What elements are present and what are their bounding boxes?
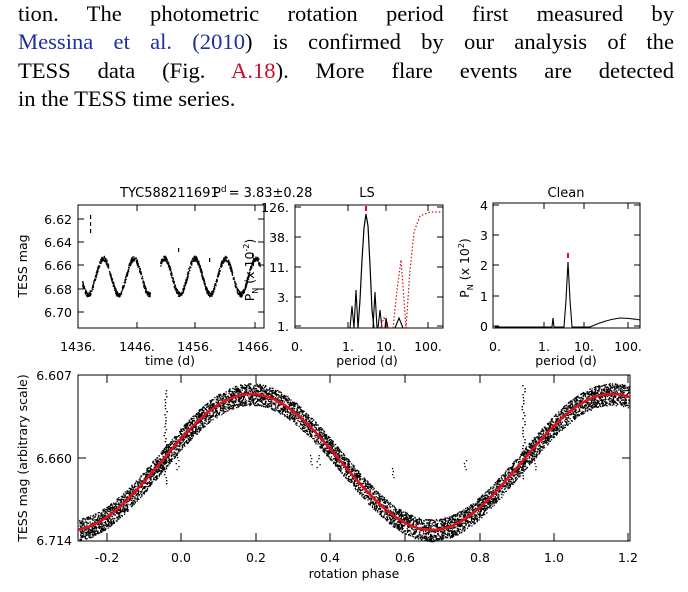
ls-side-peaks xyxy=(349,289,404,329)
lightcurve-frame xyxy=(77,204,265,329)
ls-xtick-0: 0. xyxy=(291,339,303,354)
cl-ytick-2: 2 xyxy=(480,258,488,273)
lightcurve-ticks xyxy=(77,205,264,328)
lc-xtick-1466: 1466. xyxy=(237,339,273,354)
citation-year: 2010 xyxy=(199,29,245,55)
ph-xtick-6: 1.0 xyxy=(544,550,564,565)
ls-ticks xyxy=(295,205,443,328)
ls-ytick-2: 11. xyxy=(269,260,289,275)
cl-xtick-0: 0. xyxy=(489,339,501,354)
ph-xtick-4: 0.6 xyxy=(395,550,415,565)
body-paragraph: tion. The photometric rotation period fi… xyxy=(18,0,674,114)
lc-ytick-4: 6.70 xyxy=(44,305,72,320)
phase-xlabel: rotation phase xyxy=(309,566,400,581)
ls-title: LS xyxy=(359,186,375,201)
lc-xlabel: time (d) xyxy=(145,353,195,368)
citation-messina[interactable]: Messina et al. (2010 xyxy=(18,29,245,54)
ls-ytick-0: 126. xyxy=(261,200,289,215)
paragraph-line-2-rest: is confirmed by our analysis of the xyxy=(252,29,674,55)
paragraph-line-2: Messina et al. (2010) is confirmed by ou… xyxy=(18,28,674,56)
paragraph-line-3-post: ). More flare events are detected xyxy=(275,57,675,83)
phase-model-curve xyxy=(77,392,631,532)
cl-ytick-3: 3 xyxy=(480,228,488,243)
lc-ytick-0: 6.62 xyxy=(44,212,72,227)
ph-xtick-7: 1.2 xyxy=(618,550,638,565)
ls-ytick-3: 3. xyxy=(277,290,289,305)
ls-xtick-3: 100. xyxy=(414,339,442,354)
clean-frame xyxy=(492,202,641,329)
paragraph-line-4: in the TESS time series. xyxy=(18,86,236,112)
ls-data xyxy=(349,206,442,329)
phase-ylabel: TESS mag (arbitrary scale) xyxy=(15,374,30,543)
clean-xlabel: period (d) xyxy=(535,353,596,368)
clean-ylabel: PN(x 102) xyxy=(457,238,475,298)
cl-xtick-3: 100. xyxy=(614,339,642,354)
lightcurve-points xyxy=(82,255,261,298)
ph-ytick-1: 6.660 xyxy=(36,451,72,466)
cl-ytick-4: 4 xyxy=(480,198,488,213)
clean-curve xyxy=(495,261,641,328)
lc-ytick-3: 6.68 xyxy=(44,282,72,297)
cl-xtick-1: 1. xyxy=(538,339,550,354)
paragraph-line-3: TESS data (Fig. A.18). More flare events… xyxy=(18,57,674,85)
clean-data xyxy=(495,253,641,328)
ph-xtick-5: 0.8 xyxy=(470,550,490,565)
panel-phase: 6.607 6.660 6.714 -0.2 0.0 0.2 0.4 0.6 0… xyxy=(15,368,638,581)
panel-ls: LS 126. 38. 11. 3. 1. 0. 1. 10. 100. per… xyxy=(242,186,444,368)
cl-xtick-2: 10. xyxy=(574,339,594,354)
ph-ytick-2: 6.714 xyxy=(36,533,72,548)
ph-xtick-1: 0.0 xyxy=(171,550,191,565)
lc-xtick-1446: 1446. xyxy=(119,339,155,354)
lc-xtick-1456: 1456. xyxy=(177,339,213,354)
ph-xtick-0: -0.2 xyxy=(95,550,119,565)
lightcurve-data xyxy=(82,215,261,298)
ls-ylabel: PN(x 10-2) xyxy=(242,239,260,302)
ph-ytick-0: 6.607 xyxy=(36,368,72,383)
figure-period-label: Pd = 3.83±0.28 xyxy=(213,185,312,201)
lc-ytick-2: 6.66 xyxy=(44,258,72,273)
ls-main-peak xyxy=(357,213,375,329)
cl-ytick-1: 1 xyxy=(480,289,488,304)
ls-xtick-2: 10. xyxy=(376,339,396,354)
citation-close: ) xyxy=(244,29,253,55)
citation-authors: Messina et al. ( xyxy=(18,29,200,55)
cl-ytick-0: 0 xyxy=(480,319,488,334)
paragraph-line-1: tion. The photometric rotation period fi… xyxy=(18,1,674,26)
lightcurve-flare xyxy=(209,258,211,262)
ls-ytick-1: 38. xyxy=(269,230,289,245)
ls-xtick-1: 1. xyxy=(342,339,354,354)
lightcurve-flare xyxy=(252,253,254,257)
ls-window-function xyxy=(379,211,442,329)
lightcurve-flare xyxy=(90,215,92,219)
lc-xtick-1436: 1436. xyxy=(60,339,96,354)
ls-frame xyxy=(294,204,444,329)
lc-ylabel: TESS mag xyxy=(15,234,30,298)
figure-star-id: TYC588211691 xyxy=(119,186,219,201)
panel-lightcurve: 1436. 1446. 1456. 1466. time (d) 6.62 6.… xyxy=(15,204,273,368)
lc-ytick-1: 6.64 xyxy=(44,235,72,250)
figure-reference-link[interactable]: A.18 xyxy=(231,57,276,83)
clean-title: Clean xyxy=(548,186,585,201)
ph-xtick-3: 0.4 xyxy=(320,550,340,565)
lightcurve-flare xyxy=(90,229,92,233)
lightcurve-flare xyxy=(90,222,92,226)
ls-xlabel: period (d) xyxy=(336,353,397,368)
phase-frame xyxy=(77,374,631,542)
ls-ytick-4: 1. xyxy=(277,319,289,334)
ph-xtick-2: 0.2 xyxy=(246,550,266,565)
lightcurve-flare xyxy=(178,248,180,252)
panel-clean: Clean 4 3 2 1 0 0. 1. 10. 100. period (d… xyxy=(457,186,642,368)
clean-ticks xyxy=(493,203,640,328)
paragraph-line-3-pre: TESS data (Fig. xyxy=(18,57,232,83)
phase-ticks xyxy=(78,374,630,542)
